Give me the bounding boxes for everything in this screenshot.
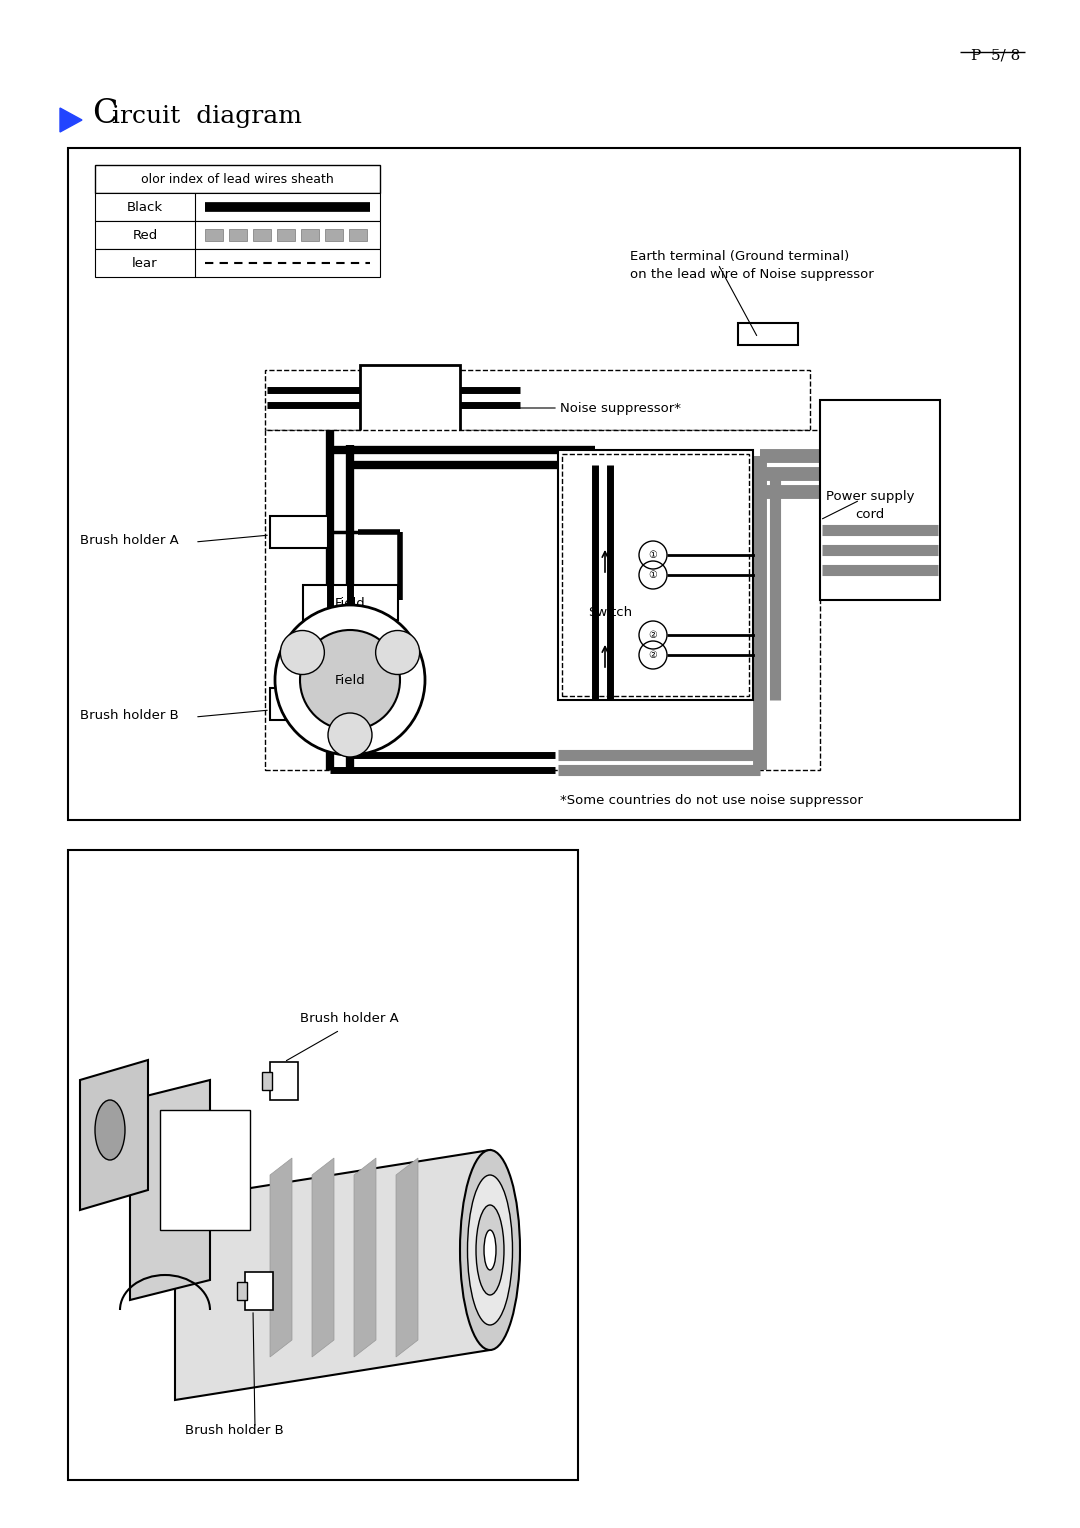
Circle shape <box>300 630 400 730</box>
Text: Brush holder B: Brush holder B <box>185 1424 284 1436</box>
Text: *Some countries do not use noise suppressor: *Some countries do not use noise suppres… <box>561 793 863 807</box>
Bar <box>265 429 820 770</box>
Bar <box>95 165 380 193</box>
Bar <box>270 1062 298 1100</box>
Bar <box>205 229 222 241</box>
Ellipse shape <box>476 1206 504 1296</box>
Bar <box>270 688 328 720</box>
Text: Noise suppressor*: Noise suppressor* <box>561 402 681 414</box>
Text: Switch: Switch <box>588 605 632 619</box>
Bar <box>68 148 1020 821</box>
Bar <box>68 850 578 1481</box>
Bar <box>253 229 271 241</box>
Ellipse shape <box>460 1151 519 1351</box>
Bar <box>276 229 295 241</box>
Polygon shape <box>60 108 82 131</box>
Bar <box>325 229 343 241</box>
Ellipse shape <box>95 1100 125 1160</box>
Text: Red: Red <box>133 229 158 241</box>
Polygon shape <box>80 1060 148 1210</box>
Text: ircuit  diagram: ircuit diagram <box>112 105 302 128</box>
Bar <box>265 370 810 429</box>
Polygon shape <box>396 1158 418 1357</box>
Text: Field: Field <box>335 674 365 686</box>
Ellipse shape <box>484 1230 496 1270</box>
Bar <box>95 249 380 277</box>
Polygon shape <box>270 1158 292 1357</box>
Text: P  5/ 8: P 5/ 8 <box>971 47 1020 63</box>
Bar <box>245 1271 273 1309</box>
Ellipse shape <box>468 1175 513 1325</box>
Bar <box>349 229 367 241</box>
Bar <box>237 1282 247 1300</box>
Bar <box>270 516 328 549</box>
Polygon shape <box>130 1080 210 1300</box>
Bar <box>95 222 380 249</box>
Bar <box>95 193 380 222</box>
Circle shape <box>376 631 420 674</box>
Text: Field: Field <box>335 596 365 610</box>
Text: Brush holder A: Brush holder A <box>80 533 179 547</box>
Bar <box>160 1109 249 1230</box>
Text: Black: Black <box>127 200 163 214</box>
Bar <box>301 229 319 241</box>
Circle shape <box>328 714 372 756</box>
Bar <box>562 454 750 695</box>
Bar <box>262 1073 272 1089</box>
Text: ①: ① <box>649 550 658 559</box>
Bar <box>558 451 753 700</box>
Text: C: C <box>92 98 118 130</box>
Text: Brush holder A: Brush holder A <box>300 1012 399 1024</box>
Bar <box>738 322 798 345</box>
Bar <box>820 400 940 601</box>
Polygon shape <box>175 1151 490 1400</box>
Polygon shape <box>354 1158 376 1357</box>
Circle shape <box>281 631 324 674</box>
Bar <box>360 365 460 445</box>
Polygon shape <box>312 1158 334 1357</box>
Text: ②: ② <box>649 649 658 660</box>
Text: Brush holder B: Brush holder B <box>80 709 179 721</box>
Text: ②: ② <box>649 630 658 640</box>
Text: olor index of lead wires sheath: olor index of lead wires sheath <box>141 173 334 185</box>
Text: Earth terminal (Ground terminal)
on the lead wire of Noise suppressor: Earth terminal (Ground terminal) on the … <box>630 251 874 281</box>
Bar <box>229 229 247 241</box>
Circle shape <box>275 605 426 755</box>
Text: lear: lear <box>132 257 158 269</box>
Bar <box>303 585 399 620</box>
Text: ①: ① <box>649 570 658 581</box>
Text: Power supply
cord: Power supply cord <box>826 490 915 521</box>
